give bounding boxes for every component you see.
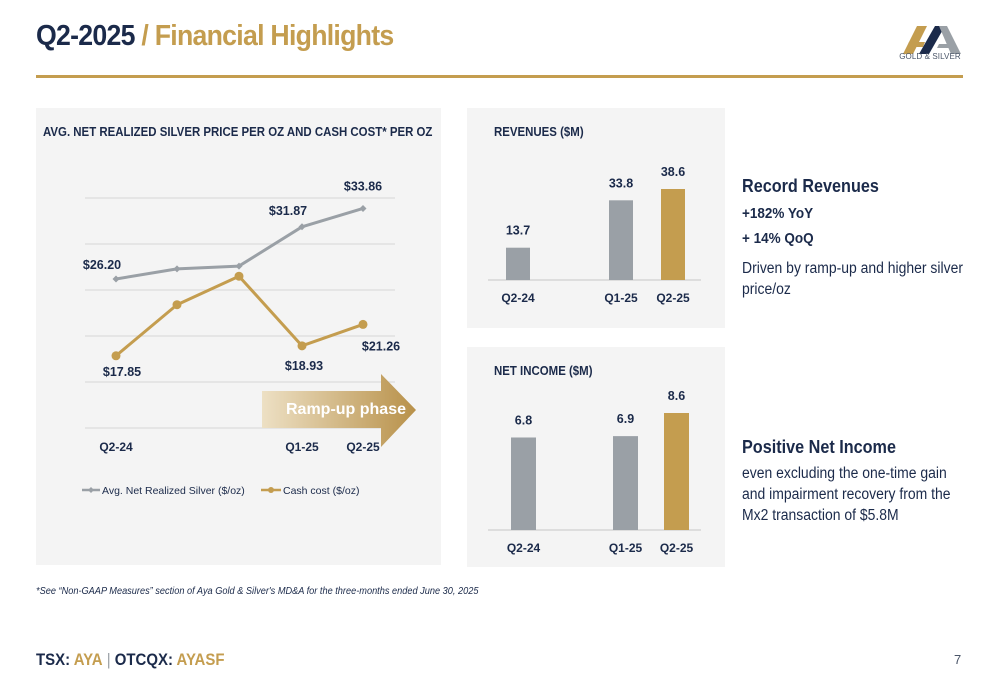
x-tick-label: Q1-25 [604,291,638,305]
revenues-bar-chart: 13.7 Q2-24 33.8 Q1-25 38.6 Q2-25 [488,165,701,305]
bar-value-label: 13.7 [506,224,530,238]
legend-cash-marker [268,487,274,493]
net-income-chart-title: NET INCOME ($M) [494,363,593,378]
page-number: 7 [954,652,962,667]
x-tick-label: Q1-25 [609,541,643,555]
silver-data-point [173,265,181,273]
ramp-up-label: Ramp-up phase [286,401,406,418]
cash-cost-data-point [172,300,182,310]
data-label: $33.86 [344,179,382,193]
x-tick-label: Q2-24 [99,440,133,454]
data-label: $17.85 [103,365,141,379]
tsx-label: TSX: [36,650,74,669]
otc-symbol: AYASF [176,650,225,669]
net-income-chart-panel: NET INCOME ($M) 6.8 Q2-24 6.9 Q1-25 8.6 Q2-25 [467,347,725,567]
cash-cost-data-point [111,351,121,361]
bar-q2-25 [661,189,685,280]
legend-silver-label: Avg. Net Realized Silver ($/oz) [102,485,245,497]
cash-cost-data-point [297,341,307,351]
revenues-chart-title: REVENUES ($M) [494,124,584,139]
logo-navy-stroke [919,26,945,54]
tsx-symbol: AYA [73,650,103,669]
bar-q2-24 [506,247,530,280]
revenues-description: Driven by ramp-up and higher silver pric… [742,260,963,298]
title-divider [36,75,963,78]
legend-silver-marker [88,487,94,493]
non-gaap-footnote: *See “Non-GAAP Measures” section of Aya … [36,586,479,597]
silver-data-point [112,275,120,283]
otc-label: OTCQX: [114,650,177,669]
bar-q1-25 [613,436,638,530]
x-tick-label: Q1-25 [285,440,319,454]
bar-value-label: 38.6 [661,165,685,179]
x-tick-label: Q2-25 [346,440,380,454]
revenues-highlight-heading: Record Revenues [742,176,879,196]
silver-line-chart: Ramp-up phase $26.20 $31.87 $33.86 $17.85 $1… [82,179,416,497]
net-income-highlight-heading: Positive Net Income [742,437,896,457]
silver-price-chart-panel: AVG. NET REALIZED SILVER PRICE PER OZ AN… [36,108,441,565]
net-income-bar-chart: 6.8 Q2-24 6.9 Q1-25 8.6 Q2-25 [488,389,701,555]
logo-text: GOLD & SILVER [899,52,961,61]
x-tick-label: Q2-24 [501,291,535,305]
data-label: $26.20 [83,258,121,272]
page-title: Q2-2025 / Financial Highlights [36,20,394,53]
bar-value-label: 33.8 [609,176,633,190]
net-income-description: even excluding the one-time gain and imp… [742,465,951,524]
bar-q2-25 [664,413,689,530]
data-label: $31.87 [269,204,307,218]
x-tick-label: Q2-24 [507,541,541,555]
logo-gray-stroke [939,26,961,54]
title-subject: Financial Highlights [154,20,394,52]
x-tick-label: Q2-25 [656,291,690,305]
ramp-up-arrow [262,374,416,447]
bar-q2-24 [511,437,536,530]
data-label: $18.93 [285,359,323,373]
cash-cost-data-point [234,271,244,281]
revenues-yoy: +182% YoY [742,205,814,222]
silver-data-point [298,223,306,231]
stock-tickers: TSX: AYA | OTCQX: AYASF [36,650,224,670]
data-label: $21.26 [362,339,400,353]
bar-value-label: 8.6 [668,389,685,403]
revenues-chart-panel: REVENUES ($M) 13.7 Q2-24 33.8 Q1-25 38.6 Q2-2… [467,108,725,328]
silver-chart-title: AVG. NET REALIZED SILVER PRICE PER OZ AN… [43,124,433,139]
title-quarter: Q2-2025 [36,20,135,52]
series-line-cash-cost [115,274,364,357]
silver-data-point [235,262,243,270]
cash-cost-data-point [358,319,368,329]
revenues-qoq: + 14% QoQ [742,230,814,247]
logo-gray-bar [937,44,955,48]
ticker-separator: | [102,650,115,669]
bar-value-label: 6.8 [515,413,532,427]
bar-q1-25 [609,200,633,280]
legend-cash-label: Cash cost ($/oz) [283,485,359,497]
silver-data-point [359,204,367,212]
company-logo-icon [903,26,961,54]
logo-gold-bar [907,42,925,47]
x-tick-label: Q2-25 [660,541,694,555]
bar-value-label: 6.9 [617,412,634,426]
title-separator: / [134,20,155,52]
